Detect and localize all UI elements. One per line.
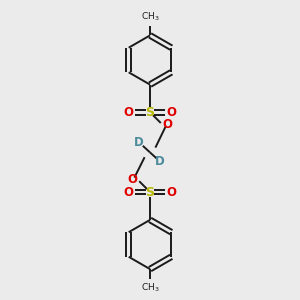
Text: O: O <box>128 173 138 186</box>
Text: O: O <box>167 106 177 119</box>
Text: O: O <box>123 106 134 119</box>
Text: O: O <box>167 185 177 199</box>
Text: D: D <box>155 155 165 168</box>
Text: S: S <box>146 185 154 199</box>
Text: CH$_3$: CH$_3$ <box>141 282 159 294</box>
Text: CH$_3$: CH$_3$ <box>141 10 159 23</box>
Text: O: O <box>162 118 172 131</box>
Text: S: S <box>146 106 154 119</box>
Text: O: O <box>123 185 134 199</box>
Text: D: D <box>134 136 144 149</box>
